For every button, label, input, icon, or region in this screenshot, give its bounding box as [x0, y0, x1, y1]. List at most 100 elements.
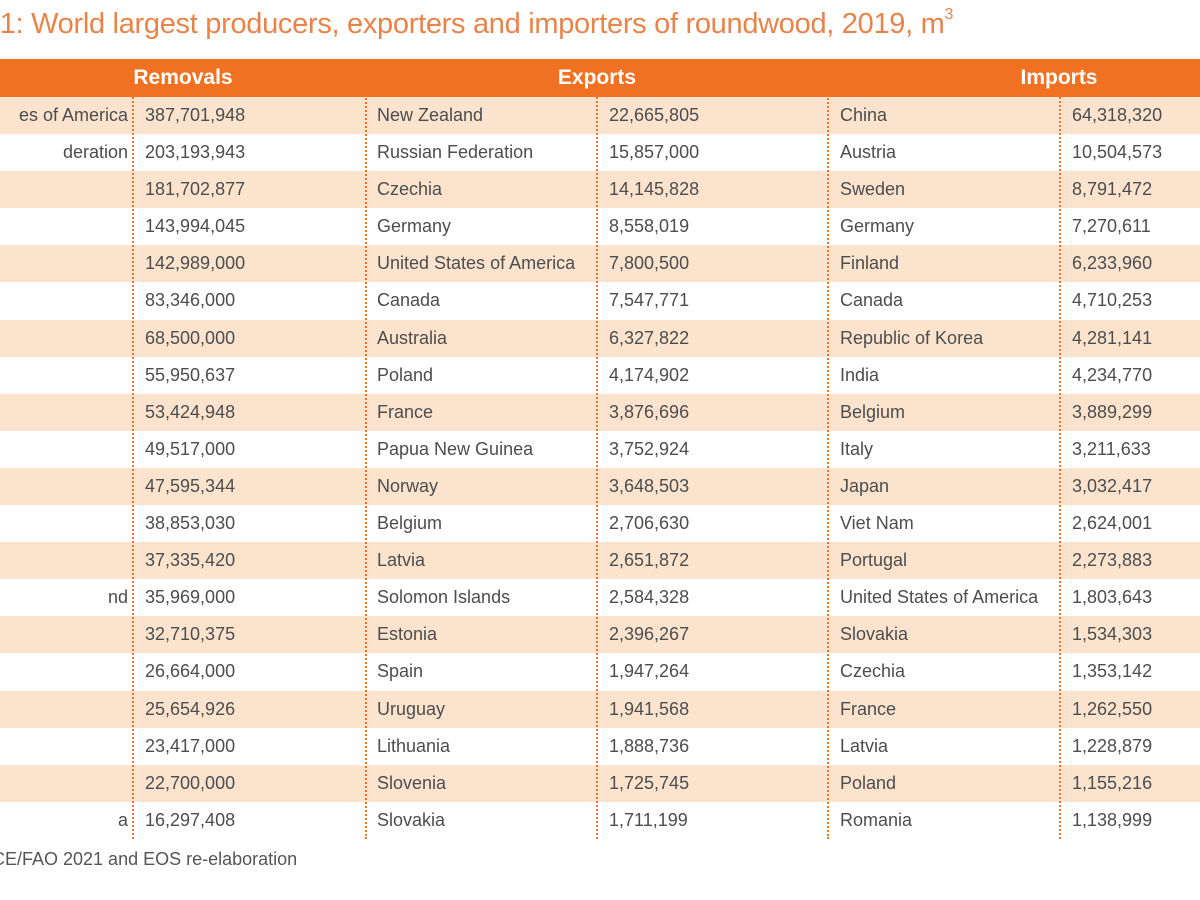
imports-country: Portugal	[840, 550, 908, 571]
imports-country: France	[840, 698, 897, 719]
exports-country: Estonia	[377, 624, 438, 645]
removals-country	[0, 320, 128, 357]
exports-country: Russian Federation	[377, 142, 534, 163]
removals-country	[0, 208, 128, 245]
imports-value: 6,233,960	[1072, 253, 1153, 274]
imports-country: Belgium	[840, 401, 906, 422]
exports-value: 6,327,822	[609, 327, 690, 348]
exports-value: 8,558,019	[609, 216, 690, 237]
imports-value: 1,262,550	[1072, 698, 1153, 719]
column-divider-imports-value	[1059, 97, 1061, 839]
exports-value: 22,665,805	[609, 105, 700, 125]
imports-value: 8,791,472	[1072, 179, 1153, 200]
imports-country: Latvia	[840, 735, 889, 756]
removals-country	[0, 468, 128, 505]
removals-country	[0, 691, 128, 728]
column-divider-removals-value	[132, 97, 134, 839]
table-title-text: .1: World largest producers, exporters a…	[0, 8, 945, 40]
imports-country: Poland	[840, 772, 897, 793]
imports-value: 1,534,303	[1072, 624, 1153, 645]
imports-value: 4,281,141	[1072, 327, 1153, 348]
removals-country	[0, 542, 128, 579]
exports-country: Spain	[377, 661, 424, 682]
exports-value: 1,711,199	[609, 809, 688, 830]
table-row: deration 203,193,943 Russian Federation 15,…	[0, 134, 1200, 172]
column-divider-exports	[365, 59, 367, 839]
exports-value: 1,947,264	[609, 661, 690, 682]
roundwood-table: Removals Exports Imports es of America 38…	[0, 59, 1200, 839]
imports-value: 1,155,216	[1072, 772, 1153, 793]
table-row: 22,700,000 Slovenia 1,725,745 Poland 1,155,2…	[0, 764, 1200, 802]
removals-value: 16,297,408	[145, 809, 236, 830]
exports-value: 7,800,500	[609, 253, 690, 274]
source-note: CE/FAO 2021 and EOS re-elaboration	[0, 849, 298, 869]
table-row: 37,335,420 Latvia 2,651,872 Portugal 2,273,8…	[0, 542, 1200, 580]
removals-country	[0, 171, 128, 208]
removals-value: 23,417,000	[145, 735, 236, 756]
imports-value: 7,270,611	[1072, 216, 1151, 237]
removals-country	[0, 282, 128, 319]
imports-country: Finland	[840, 253, 900, 274]
imports-country: Canada	[840, 290, 904, 311]
removals-country	[0, 765, 128, 802]
exports-country: Slovenia	[377, 772, 447, 793]
table-body: es of America 387,701,948 New Zealand 22,66…	[0, 97, 1200, 839]
exports-country: France	[377, 401, 434, 422]
table-row: 47,595,344 Norway 3,648,503 Japan 3,032,417	[0, 467, 1200, 506]
removals-country: deration	[62, 142, 128, 163]
removals-value: 26,664,000	[145, 661, 236, 682]
imports-value: 4,234,770	[1072, 364, 1153, 385]
exports-country: Canada	[377, 290, 441, 311]
imports-value: 1,138,999	[1072, 809, 1153, 830]
imports-country: Romania	[840, 809, 913, 830]
removals-country: a	[117, 809, 128, 830]
removals-value: 387,701,948	[145, 105, 246, 125]
table-row: 142,989,000 United States of America 7,800…	[0, 245, 1200, 283]
imports-country: China	[840, 105, 888, 125]
imports-country: United States of America	[840, 587, 1039, 608]
imports-country: Czechia	[840, 661, 906, 682]
header-exports: Exports	[557, 66, 637, 89]
table-row: 83,346,000 Canada 7,547,771 Canada 4,710,253	[0, 282, 1200, 320]
table-title: .1: World largest producers, exporters a…	[0, 6, 953, 41]
table-row: 38,853,030 Belgium 2,706,630 Viet Nam 2,624,…	[0, 505, 1200, 543]
removals-value: 32,710,375	[145, 624, 236, 645]
table-row: 32,710,375 Estonia 2,396,267 Slovakia 1,534,…	[0, 616, 1200, 654]
removals-country	[0, 245, 128, 282]
table-row: 55,950,637 Poland 4,174,902 India 4,234,770	[0, 356, 1200, 394]
imports-country: Republic of Korea	[840, 327, 984, 348]
exports-country: Germany	[377, 216, 452, 237]
exports-country: Poland	[377, 364, 434, 385]
imports-value: 2,624,001	[1072, 513, 1153, 534]
exports-value: 2,396,267	[609, 624, 690, 645]
removals-value: 55,950,637	[145, 364, 236, 385]
imports-country: Japan	[840, 475, 890, 496]
imports-country: Sweden	[840, 179, 906, 200]
removals-country	[0, 357, 128, 394]
imports-country: Slovakia	[840, 624, 909, 645]
removals-value: 83,346,000	[145, 290, 236, 311]
imports-country: Italy	[840, 438, 874, 459]
column-divider-imports	[827, 59, 829, 839]
imports-value: 1,803,643	[1072, 587, 1153, 608]
exports-value: 3,876,696	[609, 401, 690, 422]
table-row: 68,500,000 Australia 6,327,822 Republic of …	[0, 319, 1200, 357]
imports-value: 2,273,883	[1072, 550, 1153, 571]
exports-country: Slovakia	[377, 809, 446, 830]
removals-value: 37,335,420	[145, 550, 236, 571]
removals-value: 25,654,926	[145, 698, 236, 719]
removals-value: 53,424,948	[145, 401, 236, 422]
exports-value: 2,584,328	[609, 587, 690, 608]
removals-value: 22,700,000	[145, 772, 236, 793]
exports-country: Latvia	[377, 550, 426, 571]
table-row: 53,424,948 France 3,876,696 Belgium 3,889,29…	[0, 393, 1200, 431]
imports-country: Viet Nam	[840, 513, 914, 534]
removals-value: 68,500,000	[145, 327, 236, 348]
removals-country	[0, 728, 128, 765]
removals-value: 35,969,000	[145, 587, 236, 608]
removals-country	[0, 431, 128, 468]
exports-country: United States of America	[377, 253, 576, 274]
exports-value: 15,857,000	[609, 142, 700, 163]
imports-value: 4,710,253	[1072, 290, 1153, 311]
table-row: 25,654,926 Uruguay 1,941,568 France 1,262,55…	[0, 690, 1200, 728]
